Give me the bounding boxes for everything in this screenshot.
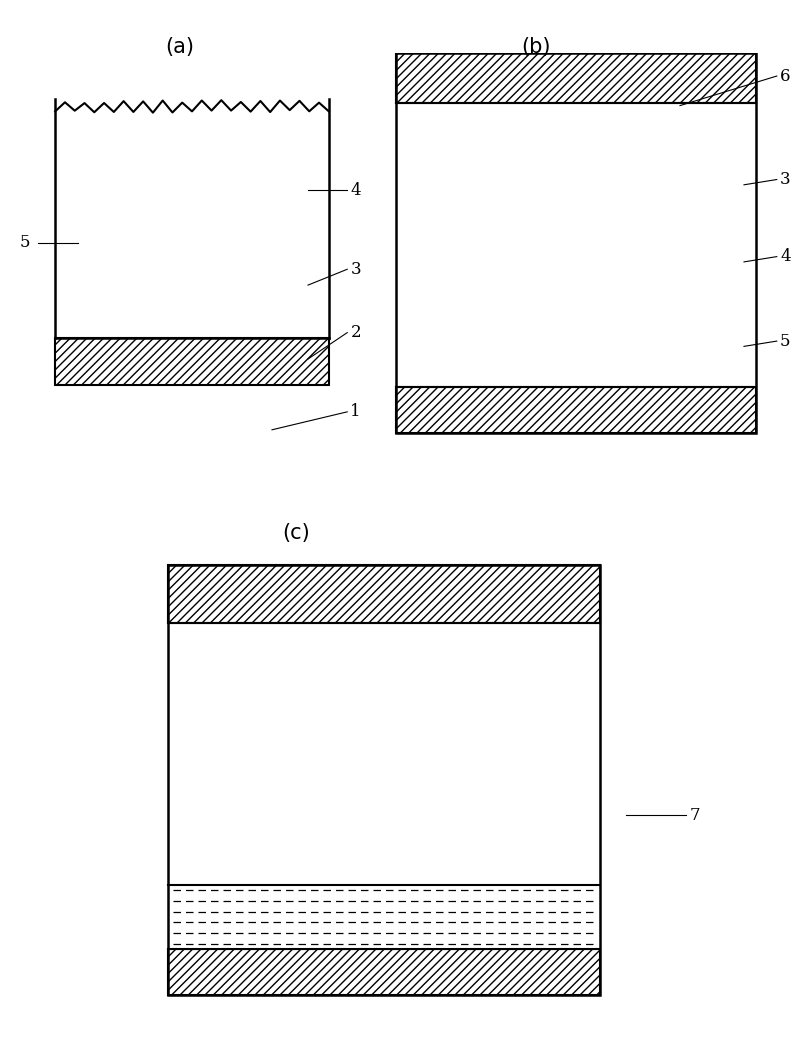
Bar bbox=[168, 565, 600, 623]
Text: 5: 5 bbox=[20, 234, 30, 251]
Bar bbox=[55, 111, 329, 338]
Bar bbox=[168, 565, 600, 623]
Bar bbox=[168, 565, 600, 995]
Bar bbox=[55, 338, 329, 385]
Bar bbox=[168, 623, 600, 885]
Bar bbox=[396, 54, 756, 103]
Text: 3: 3 bbox=[350, 261, 361, 278]
Text: 4: 4 bbox=[350, 182, 361, 199]
Text: (a): (a) bbox=[166, 37, 194, 57]
Text: 2: 2 bbox=[350, 324, 361, 341]
Text: 5: 5 bbox=[780, 333, 790, 350]
Text: 4: 4 bbox=[780, 248, 790, 265]
Text: 1: 1 bbox=[350, 403, 361, 420]
Bar bbox=[396, 54, 756, 103]
Bar bbox=[168, 949, 600, 995]
Text: (c): (c) bbox=[282, 523, 310, 543]
Text: 6: 6 bbox=[780, 68, 790, 84]
Bar bbox=[168, 885, 600, 949]
Text: 3: 3 bbox=[780, 171, 790, 188]
Bar bbox=[396, 388, 756, 433]
Bar bbox=[55, 338, 329, 385]
Bar bbox=[396, 103, 756, 388]
Bar bbox=[168, 949, 600, 995]
Polygon shape bbox=[55, 81, 329, 113]
Bar bbox=[396, 388, 756, 433]
Text: 7: 7 bbox=[690, 807, 700, 824]
Text: (b): (b) bbox=[522, 37, 550, 57]
